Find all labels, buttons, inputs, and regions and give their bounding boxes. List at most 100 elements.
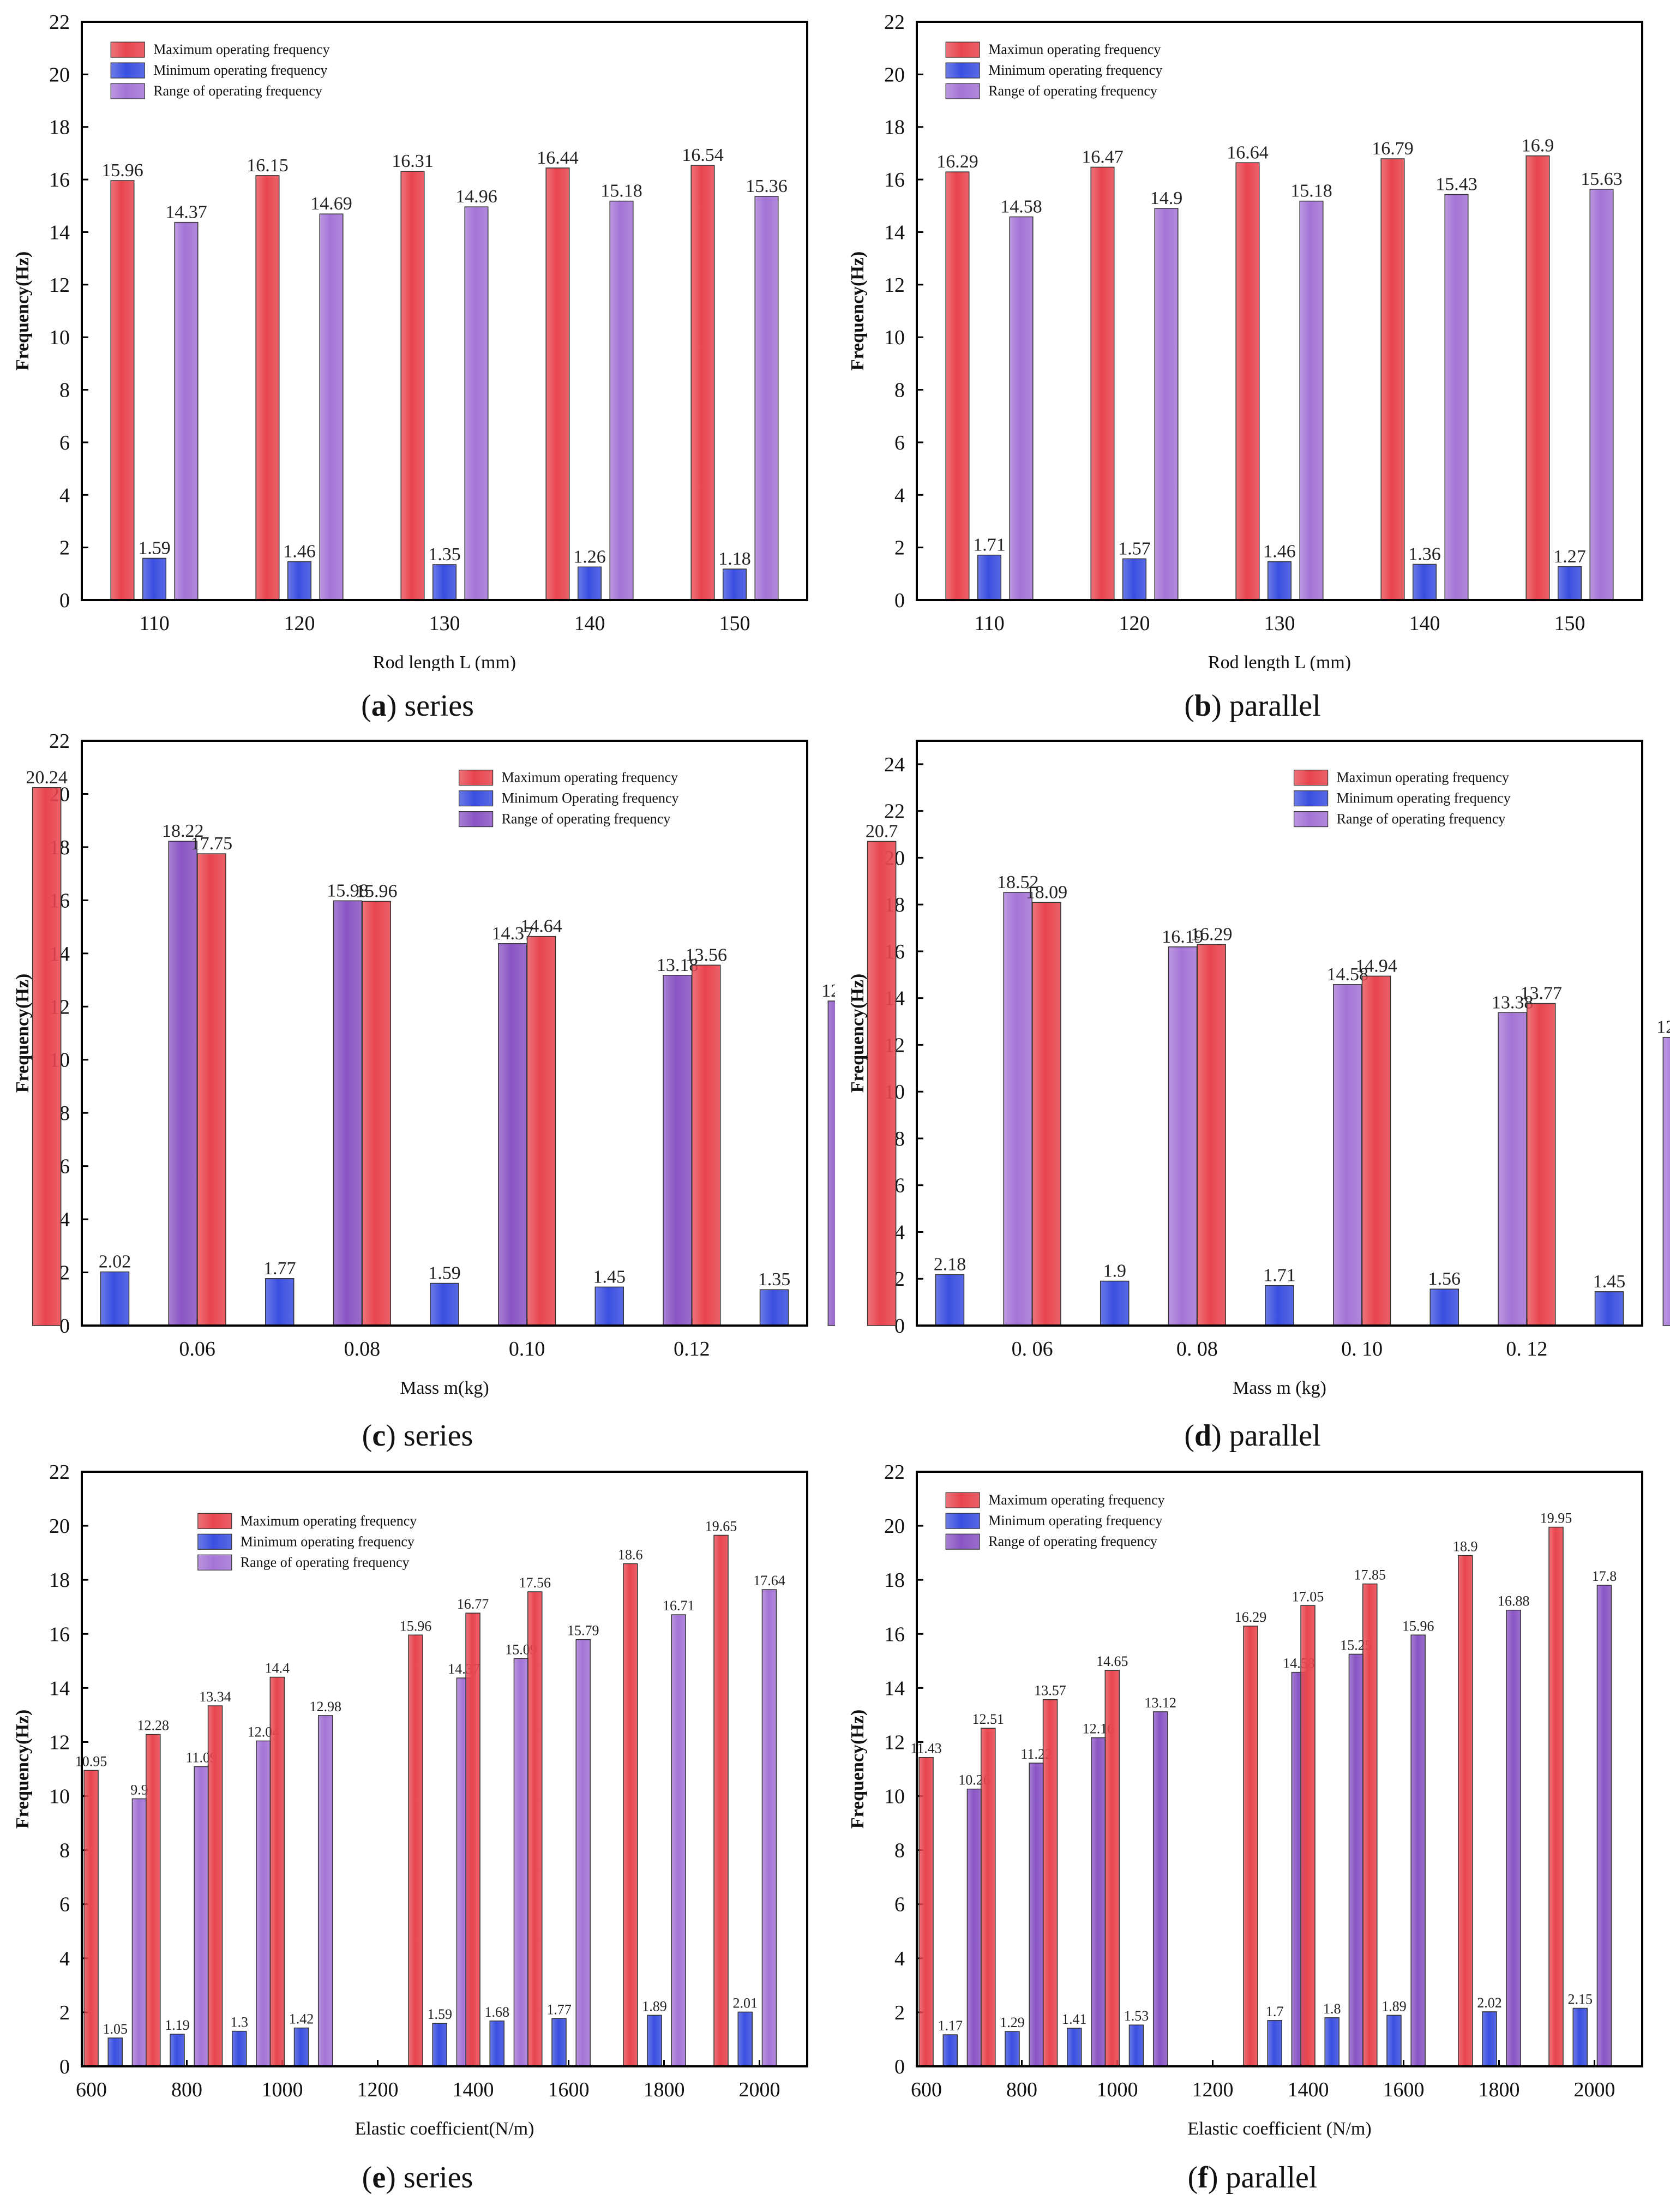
y-tick-label: 12: [49, 1731, 70, 1754]
legend-label: Range of operating frequency: [502, 811, 671, 827]
bar-value-label: 20.7: [866, 821, 898, 841]
bar-value-label: 18.22: [162, 821, 204, 841]
bar-range_dark: [1152, 1711, 1168, 2067]
legend: Maximum operating frequency Minimum opera…: [110, 41, 330, 99]
y-tick-label: 18: [49, 116, 70, 139]
bar-range: [1168, 946, 1198, 1326]
bar-range_dark: [1596, 1585, 1612, 2067]
bar-range_dark: [1506, 1609, 1521, 2067]
plot-frame: [81, 1471, 808, 2067]
bar-value-label: 15.98: [327, 880, 369, 901]
bar-min: [577, 566, 602, 601]
y-tick-label: 10: [49, 1785, 70, 1808]
y-tick-label: 0: [59, 2055, 70, 2078]
y-tick-label: 4: [894, 484, 905, 507]
bar-max: [269, 1676, 285, 2067]
bar-value-label: 14.37: [492, 924, 534, 944]
legend-swatch-min: [1293, 790, 1329, 807]
bar-range: [1662, 1036, 1670, 1326]
plot-frame: [916, 21, 1643, 601]
bar-min: [1122, 558, 1147, 601]
x-tick-label: 0. 06: [1012, 1338, 1053, 1360]
bar-value-label: 1.9: [1103, 1261, 1126, 1281]
y-tick-label: 22: [884, 1461, 905, 1484]
x-tick-label: 0.08: [344, 1338, 381, 1360]
legend-label: Range of operating frequency: [988, 1533, 1157, 1549]
bar-value-label: 13.38: [1492, 992, 1534, 1012]
y-tick-label: 0: [59, 589, 70, 612]
bar-value-label: 17.05: [1292, 1588, 1324, 1604]
chart-panel-f: 0 2 4 6 8 10 12 14 16 18 20 22 Frequency(Hz) Elastic …: [835, 1456, 1670, 2212]
bar-value-label: 1.56: [1428, 1269, 1461, 1289]
legend-swatch-max: [110, 41, 145, 58]
legend-label: Minimum operating frequency: [988, 62, 1162, 78]
bar-max: [197, 853, 226, 1326]
plot-frame: [81, 21, 808, 601]
bar-min: [1429, 1288, 1459, 1326]
bar-min: [1100, 1280, 1130, 1326]
bar-max: [1104, 1670, 1120, 2067]
legend-swatch-min: [945, 62, 980, 79]
legend: Maximum operating frequency Minimum opera…: [197, 1513, 417, 1570]
bar-min: [977, 554, 1002, 601]
y-axis-label: Frequency(Hz): [848, 251, 868, 370]
bar-value-label: 15.63: [1581, 169, 1623, 189]
bar-range: [754, 196, 779, 601]
legend-swatch-max: [1293, 769, 1329, 786]
legend-swatch-min: [458, 790, 494, 807]
chart-panel-a: 0 2 4 6 8 10 12 14 16 18 20 22 Frequency(Hz) Rod leng…: [0, 0, 835, 726]
x-tick-label: 1800: [1479, 2078, 1520, 2101]
y-tick-label: 14: [49, 1677, 70, 1700]
y-tick-label: 12: [49, 274, 70, 297]
y-axis-label: Frequency(Hz): [13, 251, 33, 370]
x-tick-label: 1200: [357, 2078, 399, 2101]
bar-range: [1154, 208, 1179, 601]
bar-max: [1197, 944, 1226, 1326]
bar-max: [400, 171, 425, 601]
bar-value-label: 1.17: [938, 2018, 963, 2034]
bar-value-label: 2.02: [1477, 1995, 1502, 2011]
bar-range: [1003, 892, 1033, 1326]
bar-value-label: 18.52: [997, 872, 1039, 892]
x-tick-label: 1800: [644, 2078, 685, 2101]
bar-max: [1526, 1003, 1556, 1326]
plot-frame: [916, 1471, 1643, 2067]
bar-value-label: 14.64: [520, 916, 562, 937]
bar-value-label: 11.43: [910, 1741, 942, 1757]
y-tick-label: 14: [884, 1677, 905, 1700]
bar-max: [255, 175, 280, 601]
bar-value-label: 1.71: [973, 535, 1006, 555]
bar-value-label: 16.71: [663, 1598, 695, 1614]
legend: Maximum operating frequency Minimum Opera…: [458, 769, 679, 828]
bar-value-label: 17.64: [753, 1573, 785, 1588]
bar-min: [1482, 2011, 1497, 2067]
caption-d: (d) parallel: [1184, 1419, 1321, 1453]
bar-range: [317, 1715, 333, 2067]
y-tick-label: 4: [59, 1208, 70, 1231]
x-tick-label: 2000: [739, 2078, 780, 2101]
x-tick-label: 1400: [453, 2078, 494, 2101]
y-axis-label: Frequency(Hz): [848, 1710, 868, 1829]
x-axis-label: Mass m (kg): [1233, 1378, 1326, 1398]
bar-value-label: 16.29: [1235, 1609, 1267, 1625]
bar-min: [1594, 1291, 1624, 1326]
bar-max: [1090, 166, 1115, 601]
y-tick-label: 6: [59, 1893, 70, 1916]
bar-value-label: 14.58: [1327, 964, 1369, 985]
bar-value-label: 1.19: [165, 2017, 190, 2033]
bar-value-label: 16.64: [1227, 142, 1269, 163]
y-tick-label: 0: [59, 1315, 70, 1338]
legend-swatch-max: [458, 769, 494, 786]
x-tick-label: 800: [1006, 2078, 1037, 2101]
chart-panel-d: 024681012141618202224Frequency(Hz)Mass m…: [835, 726, 1670, 1456]
y-tick-label: 8: [894, 379, 905, 402]
bar-max: [408, 1634, 423, 2067]
y-tick-label: 2: [59, 537, 70, 560]
x-axis-label: Rod length L (mm): [1208, 652, 1351, 671]
y-tick-label: 4: [59, 484, 70, 507]
legend-label: Minimum operating frequency: [153, 62, 327, 78]
bar-value-label: 12.28: [137, 1718, 170, 1734]
y-tick-label: 12: [884, 1731, 905, 1754]
y-tick-label: 10: [884, 1785, 905, 1808]
